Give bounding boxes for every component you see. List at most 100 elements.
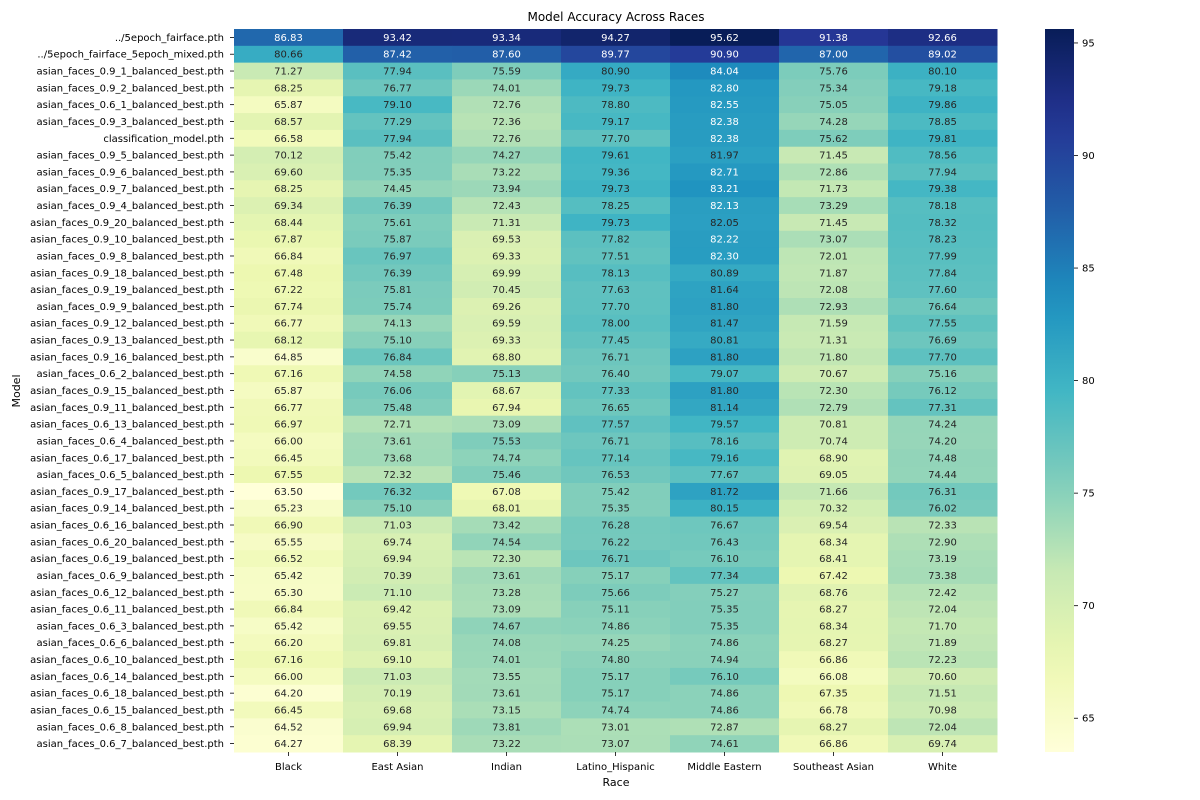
heatmap-cell	[779, 62, 889, 80]
heatmap-cell	[234, 482, 344, 501]
cell-value-label: 67.74	[274, 302, 303, 313]
heatmap-cell	[779, 550, 889, 568]
heatmap-cell	[779, 651, 889, 669]
heatmap-cell	[670, 264, 780, 282]
cell-value-label: 72.04	[928, 722, 957, 733]
heatmap-cell	[452, 180, 562, 198]
cell-value-label: 69.33	[492, 251, 521, 262]
cell-value-label: 71.31	[819, 336, 848, 347]
heatmap-cell	[888, 348, 998, 366]
cell-value-label: 74.86	[710, 705, 739, 716]
heatmap-cell	[561, 213, 671, 232]
heatmap-cells: 86.83 93.42 93.34 94.27 95.62 91.38 92.66 80.66…	[234, 29, 998, 753]
cell-value-label: 67.16	[274, 369, 303, 380]
heatmap-cell	[343, 314, 453, 333]
cell-value-label: 68.27	[819, 638, 848, 649]
cell-value-label: 78.56	[928, 151, 957, 162]
heatmap-cell	[452, 197, 562, 215]
heatmap-cell	[670, 735, 780, 753]
row-label: asian_faces_0.6_20_balanced_best.pth	[30, 537, 224, 548]
heatmap-cell	[343, 684, 453, 703]
heatmap-cell	[561, 314, 671, 333]
heatmap-cell	[888, 583, 998, 602]
cell-value-label: 76.97	[383, 251, 412, 262]
heatmap-cell	[561, 583, 671, 602]
cell-value-label: 68.44	[274, 218, 303, 229]
heatmap-cell	[234, 62, 344, 80]
heatmap-cell	[888, 213, 998, 232]
cell-value-label: 66.00	[274, 436, 303, 447]
cell-value-label: 72.04	[928, 605, 957, 616]
cell-value-label: 68.27	[819, 722, 848, 733]
cell-value-label: 76.06	[383, 386, 412, 397]
heatmap-cell	[888, 499, 998, 518]
cell-value-label: 66.84	[274, 251, 303, 262]
heatmap-cell	[234, 701, 344, 719]
heatmap-cell	[561, 113, 671, 131]
heatmap-cell	[888, 735, 998, 753]
cell-value-label: 68.27	[819, 605, 848, 616]
cell-value-label: 66.77	[274, 319, 303, 330]
cell-value-label: 67.22	[274, 285, 303, 296]
cell-value-label: 89.02	[928, 50, 957, 61]
heatmap-cell	[561, 600, 671, 618]
cell-value-label: 81.47	[710, 319, 739, 330]
cell-value-label: 72.36	[492, 117, 521, 128]
cell-value-label: 74.80	[601, 655, 630, 666]
cell-value-label: 81.14	[710, 403, 739, 414]
heatmap-cell	[452, 45, 562, 64]
cell-value-label: 73.09	[492, 420, 521, 431]
cell-value-label: 73.81	[492, 722, 521, 733]
heatmap-cell	[343, 163, 453, 181]
heatmap-cell	[561, 29, 671, 47]
heatmap-cell	[779, 348, 889, 366]
colorbar-tick-label: 75	[1082, 489, 1095, 500]
row-label: asian_faces_0.9_18_balanced_best.pth	[30, 268, 224, 279]
heatmap-cell	[888, 516, 998, 534]
cell-value-label: 75.35	[601, 504, 630, 515]
heatmap-cell	[779, 667, 889, 686]
colorbar-ticks: 65 70 75 80 85 90 95	[1074, 38, 1095, 725]
heatmap-cell	[779, 600, 889, 618]
cell-value-label: 74.44	[928, 470, 957, 481]
cell-value-label: 67.42	[819, 571, 848, 582]
row-label: asian_faces_0.9_10_balanced_best.pth	[30, 235, 224, 246]
heatmap-cell	[343, 230, 453, 249]
heatmap-cell	[452, 533, 562, 551]
row-label: asian_faces_0.6_7_balanced_best.pth	[37, 739, 225, 750]
cell-value-label: 87.00	[819, 50, 848, 61]
cell-value-label: 75.17	[601, 571, 630, 582]
heatmap-cell	[561, 651, 671, 669]
heatmap-cell	[234, 281, 344, 299]
cell-value-label: 70.39	[383, 571, 412, 582]
colorbar-tick-label: 70	[1082, 601, 1095, 612]
cell-value-label: 78.32	[928, 218, 957, 229]
row-label: asian_faces_0.6_6_balanced_best.pth	[37, 638, 225, 649]
heatmap-cell	[670, 62, 780, 80]
cell-value-label: 69.60	[274, 167, 303, 178]
heatmap-cell	[779, 466, 889, 484]
heatmap-cell	[779, 29, 889, 47]
cell-value-label: 76.71	[601, 352, 630, 363]
cell-value-label: 74.74	[492, 453, 521, 464]
heatmap-cell	[561, 45, 671, 64]
cell-value-label: 74.24	[928, 420, 957, 431]
heatmap-cell	[234, 96, 344, 114]
heatmap-cell	[561, 331, 671, 349]
colorbar-tick-label: 65	[1082, 714, 1095, 725]
row-label: asian_faces_0.6_10_balanced_best.pth	[30, 655, 224, 666]
cell-value-label: 74.86	[710, 689, 739, 700]
cell-value-label: 71.89	[928, 638, 957, 649]
cell-value-label: 72.90	[928, 537, 957, 548]
cell-value-label: 77.84	[928, 268, 957, 279]
heatmap-cell	[234, 348, 344, 366]
cell-value-label: 65.42	[274, 571, 303, 582]
heatmap-cell	[561, 516, 671, 534]
row-label: asian_faces_0.9_17_balanced_best.pth	[30, 487, 224, 498]
cell-value-label: 74.61	[710, 739, 739, 750]
heatmap-cell	[670, 449, 780, 467]
heatmap-cell	[670, 281, 780, 299]
cell-value-label: 75.13	[492, 369, 521, 380]
cell-value-label: 66.52	[274, 554, 303, 565]
